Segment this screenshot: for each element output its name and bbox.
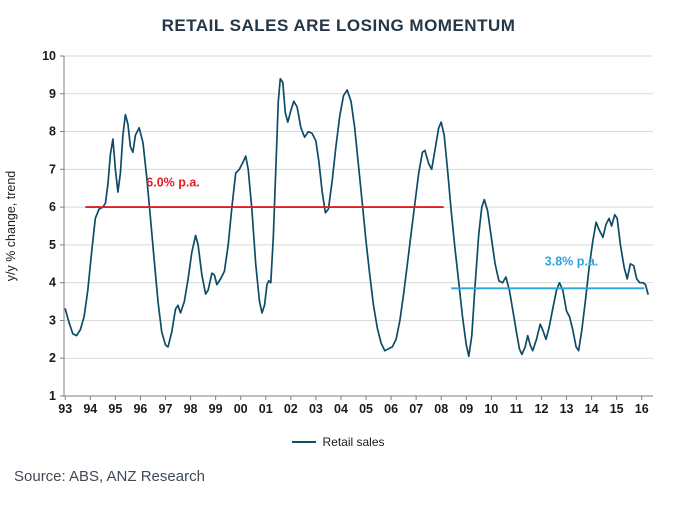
- series-line-retail-sales: [64, 77, 649, 358]
- x-tick-label-04: 04: [334, 402, 348, 416]
- y-tick-label-2: 2: [49, 351, 56, 365]
- x-tick-label-99: 99: [209, 402, 223, 416]
- x-tick-label-07: 07: [409, 402, 423, 416]
- legend-label: Retail sales: [322, 435, 385, 449]
- reference-label-3.8% p.a.: 3.8% p.a.: [545, 255, 599, 269]
- source-text: Source: ABS, ANZ Research: [14, 468, 205, 485]
- x-tick-label-12: 12: [535, 402, 549, 416]
- x-tick-label-96: 96: [133, 402, 147, 416]
- x-tick-label-14: 14: [585, 402, 599, 416]
- chart-legend: Retail sales: [0, 432, 677, 452]
- x-tick-label-01: 01: [259, 402, 273, 416]
- x-tick-label-95: 95: [108, 402, 122, 416]
- chart-area: 1 2 3 4 5 6 7 8 9 10 93 94 95 96 97 98 99 00 01 02 03 04 05 06 0…: [0, 40, 677, 432]
- y-tick-label-5: 5: [49, 238, 56, 252]
- legend-line-swatch: [292, 441, 317, 443]
- x-tick-label-08: 08: [434, 402, 448, 416]
- chart-title: RETAIL SALES ARE LOSING MOMENTUM: [161, 16, 516, 35]
- x-tick-label-11: 11: [510, 402, 523, 416]
- x-tick-label-97: 97: [159, 402, 173, 416]
- y-axis-title: y/y % change, trend: [4, 171, 18, 282]
- x-tick-label-09: 09: [459, 402, 473, 416]
- y-tick-label-9: 9: [49, 87, 56, 101]
- y-tick-label-10: 10: [42, 49, 56, 63]
- x-tick-label-03: 03: [309, 402, 323, 416]
- y-tick-label-6: 6: [49, 200, 56, 214]
- x-tick-label-16: 16: [635, 402, 649, 416]
- y-tick-label-8: 8: [49, 125, 56, 139]
- y-tick-label-3: 3: [49, 313, 56, 327]
- x-tick-label-93: 93: [58, 402, 72, 416]
- x-tick-label-00: 00: [234, 402, 248, 416]
- x-tick-label-05: 05: [359, 402, 373, 416]
- y-tick-label-4: 4: [49, 276, 56, 290]
- x-tick-label-15: 15: [610, 402, 624, 416]
- x-tick-label-06: 06: [384, 402, 398, 416]
- x-tick-label-13: 13: [560, 402, 574, 416]
- x-tick-label-94: 94: [83, 402, 97, 416]
- x-tick-label-10: 10: [484, 402, 498, 416]
- x-tick-label-02: 02: [284, 402, 298, 416]
- x-tick-label-98: 98: [184, 402, 198, 416]
- reference-label-6.0% p.a.: 6.0% p.a.: [146, 175, 200, 189]
- y-tick-label-1: 1: [49, 389, 56, 403]
- y-tick-label-7: 7: [49, 162, 56, 176]
